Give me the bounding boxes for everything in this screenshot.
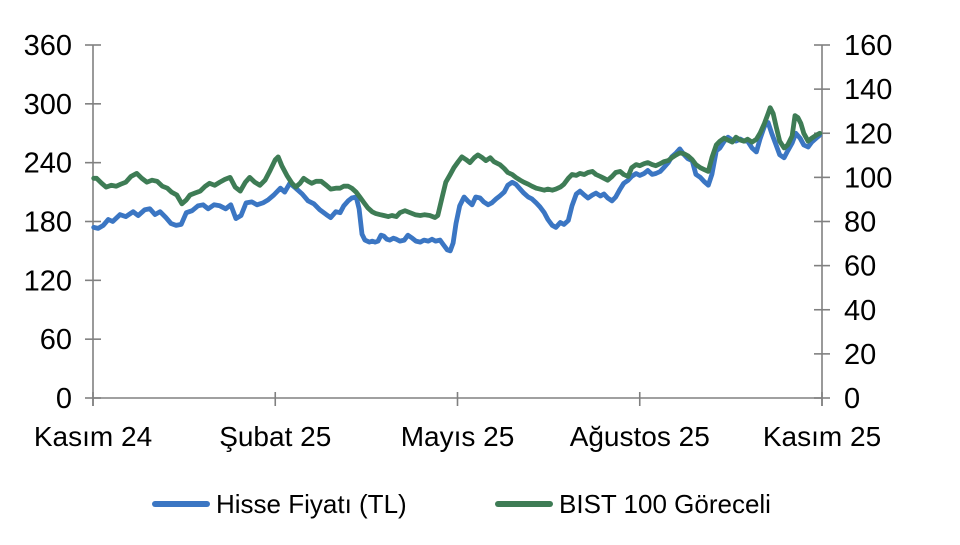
y-left-tick-label: 240 — [24, 148, 72, 180]
legend-item-bist100: BIST 100 Göreceli — [495, 489, 771, 519]
series-line-hisse-fiyati — [91, 120, 823, 254]
legend-item-hisse-fiyati: Hisse Fiyatı (TL) — [152, 489, 407, 519]
legend-swatch-blue-line — [152, 501, 210, 507]
x-tick-label: Kasım 24 — [34, 421, 152, 452]
y-right-tick-label: 20 — [844, 339, 876, 371]
legend-swatch-green-line — [495, 501, 553, 507]
series-line-bist100-goreceli — [91, 105, 823, 220]
x-tick-label: Şubat 25 — [219, 421, 331, 452]
y-right-tick-label: 0 — [844, 383, 860, 415]
y-left-tick-label: 360 — [24, 30, 72, 62]
y-right-tick-label: 140 — [844, 74, 892, 106]
y-right-tick-label: 80 — [844, 207, 876, 239]
y-left-tick-label: 120 — [24, 265, 72, 297]
y-right-tick-label: 160 — [844, 30, 892, 62]
x-tick-label: Mayıs 25 — [401, 421, 515, 452]
legend-label-bist100: BIST 100 Göreceli — [559, 488, 771, 519]
y-right-tick-label: 60 — [844, 251, 876, 283]
y-left-tick-label: 60 — [40, 324, 72, 356]
y-left-tick-label: 300 — [24, 89, 72, 121]
legend-label-hisse-fiyati: Hisse Fiyatı (TL) — [216, 488, 407, 519]
x-tick-label: Kasım 25 — [763, 421, 881, 452]
y-left-tick-label: 180 — [24, 207, 72, 239]
y-left-tick-label: 0 — [56, 383, 72, 415]
y-right-tick-label: 120 — [844, 118, 892, 150]
x-tick-label: Ağustos 25 — [570, 421, 710, 452]
y-right-tick-label: 40 — [844, 295, 876, 327]
y-right-tick-label: 100 — [844, 162, 892, 194]
